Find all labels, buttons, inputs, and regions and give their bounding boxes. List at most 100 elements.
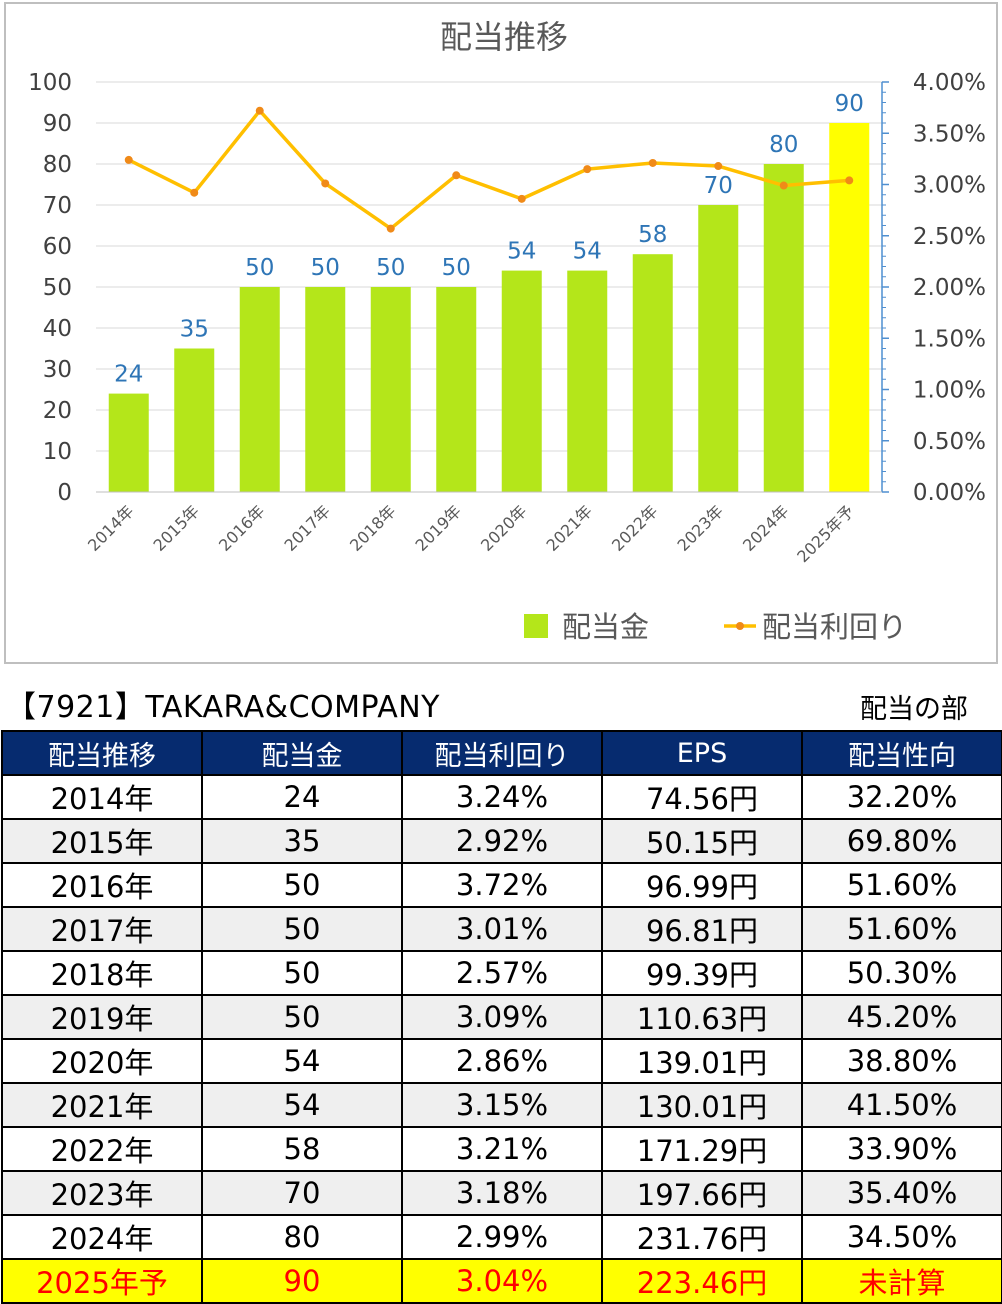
- cell-yield: 2.92%: [401, 818, 603, 864]
- bar-data-label: 54: [573, 239, 602, 265]
- cell-payout: 38.80%: [801, 1038, 1002, 1084]
- cell-dividend: 50: [201, 994, 403, 1040]
- bar-data-label: 50: [245, 255, 274, 281]
- legend-line-marker: [736, 622, 744, 630]
- cell-year: 2021年: [1, 1082, 203, 1128]
- table-row: 2015年 35 2.92% 50.15円 69.80%: [1, 818, 1002, 864]
- yield-point: [714, 162, 723, 171]
- right-axis-tick-label: 1.50%: [913, 326, 986, 352]
- bar-data-label: 80: [769, 132, 798, 158]
- table-row: 2019年 50 3.09% 110.63円 45.20%: [1, 994, 1002, 1040]
- left-axis-tick-label: 60: [43, 234, 72, 260]
- table-title: 【7921】TAKARA&COMPANY: [6, 690, 440, 725]
- dividend-chart: 配当推移 0 10 20 30 40 50 60 70 80 90 100 0.00% 0.50% 1.00…: [28, 18, 986, 644]
- cell-year: 2025年予: [1, 1258, 203, 1304]
- yield-point: [255, 106, 264, 115]
- cell-eps: 130.01円: [601, 1082, 803, 1128]
- cell-payout: 51.60%: [801, 862, 1002, 908]
- cell-eps: 223.46円: [601, 1258, 803, 1304]
- left-axis-tick-label: 10: [43, 439, 72, 465]
- legend-bar-swatch: [524, 614, 548, 638]
- table-row: 2021年 54 3.15% 130.01円 41.50%: [1, 1082, 1002, 1128]
- right-axis-tick-label: 0.50%: [913, 429, 986, 455]
- x-axis-category-label: 2022年: [608, 501, 662, 555]
- cell-yield: 3.04%: [401, 1258, 603, 1304]
- cell-year: 2020年: [1, 1038, 203, 1084]
- cell-payout: 69.80%: [801, 818, 1002, 864]
- left-axis-tick-label: 80: [43, 152, 72, 178]
- chart-title: 配当推移: [440, 18, 568, 56]
- bar-data-label: 50: [311, 255, 340, 281]
- table-row: 2020年 54 2.86% 139.01円 38.80%: [1, 1038, 1002, 1084]
- cell-yield: 3.01%: [401, 906, 603, 952]
- table-row: 2025年予 90 3.04% 223.46円 未計算: [1, 1258, 1002, 1304]
- yield-point: [452, 171, 461, 180]
- cell-year: 2023年: [1, 1170, 203, 1216]
- bar: [108, 393, 149, 492]
- cell-eps: 96.81円: [601, 906, 803, 952]
- legend-bar-label: 配当金: [562, 610, 649, 644]
- x-axis-category-label: 2025年予: [793, 501, 858, 566]
- header-yield: 配当利回り: [401, 730, 603, 776]
- bar: [370, 287, 411, 492]
- cell-year: 2015年: [1, 818, 203, 864]
- cell-year: 2019年: [1, 994, 203, 1040]
- bar-data-label: 70: [704, 173, 733, 199]
- table-section-label: 配当の部: [860, 694, 968, 725]
- bar: [763, 164, 804, 492]
- header-year: 配当推移: [1, 730, 203, 776]
- x-axis-category-label: 2017年: [281, 501, 335, 555]
- bar: [239, 287, 280, 492]
- header-payout: 配当性向: [801, 730, 1002, 776]
- cell-dividend: 50: [201, 862, 403, 908]
- cell-year: 2016年: [1, 862, 203, 908]
- yield-point: [779, 181, 788, 190]
- cell-eps: 171.29円: [601, 1126, 803, 1172]
- left-axis-tick-label: 0: [57, 480, 72, 506]
- bar: [501, 270, 542, 492]
- cell-eps: 50.15円: [601, 818, 803, 864]
- right-axis-tick-label: 3.50%: [913, 121, 986, 147]
- cell-payout: 41.50%: [801, 1082, 1002, 1128]
- yield-point: [583, 165, 592, 174]
- bar-data-label: 50: [442, 255, 471, 281]
- x-axis-category-label: 2014年: [84, 501, 138, 555]
- left-axis-tick-label: 100: [28, 70, 72, 96]
- bar: [174, 348, 215, 492]
- left-axis-tick-label: 40: [43, 316, 72, 342]
- table-row: 2014年 24 3.24% 74.56円 32.20%: [1, 774, 1002, 820]
- cell-payout: 45.20%: [801, 994, 1002, 1040]
- table-row: 2023年 70 3.18% 197.66円 35.40%: [1, 1170, 1002, 1216]
- cell-yield: 3.21%: [401, 1126, 603, 1172]
- dividend-chart-panel: 配当推移 0 10 20 30 40 50 60 70 80 90 100 0.00% 0.50% 1.00…: [4, 2, 998, 664]
- dividend-table: 配当推移 配当金 配当利回り EPS 配当性向 2014年 24 3.24% 74.5…: [1, 730, 1002, 1304]
- table-row: 2016年 50 3.72% 96.99円 51.60%: [1, 862, 1002, 908]
- yield-point: [190, 188, 199, 197]
- x-axis-category-label: 2019年: [412, 501, 466, 555]
- cell-yield: 2.86%: [401, 1038, 603, 1084]
- x-axis-category-label: 2015年: [150, 501, 204, 555]
- cell-dividend: 80: [201, 1214, 403, 1260]
- cell-yield: 3.18%: [401, 1170, 603, 1216]
- cell-dividend: 50: [201, 950, 403, 996]
- bar-data-label: 50: [376, 255, 405, 281]
- right-axis-tick-label: 0.00%: [913, 480, 986, 506]
- bar-data-label: 90: [835, 91, 864, 117]
- header-eps: EPS: [601, 730, 803, 776]
- cell-eps: 99.39円: [601, 950, 803, 996]
- yield-point: [845, 176, 854, 185]
- cell-yield: 2.57%: [401, 950, 603, 996]
- cell-dividend: 54: [201, 1082, 403, 1128]
- cell-payout: 50.30%: [801, 950, 1002, 996]
- bar: [567, 270, 608, 492]
- left-axis-tick-label: 20: [43, 398, 72, 424]
- header-dividend: 配当金: [201, 730, 403, 776]
- x-axis-category-label: 2023年: [674, 501, 728, 555]
- cell-dividend: 35: [201, 818, 403, 864]
- cell-dividend: 50: [201, 906, 403, 952]
- yield-point: [321, 179, 330, 188]
- cell-yield: 3.24%: [401, 774, 603, 820]
- right-axis-tick-label: 4.00%: [913, 70, 986, 96]
- cell-yield: 3.72%: [401, 862, 603, 908]
- cell-payout: 未計算: [801, 1258, 1002, 1304]
